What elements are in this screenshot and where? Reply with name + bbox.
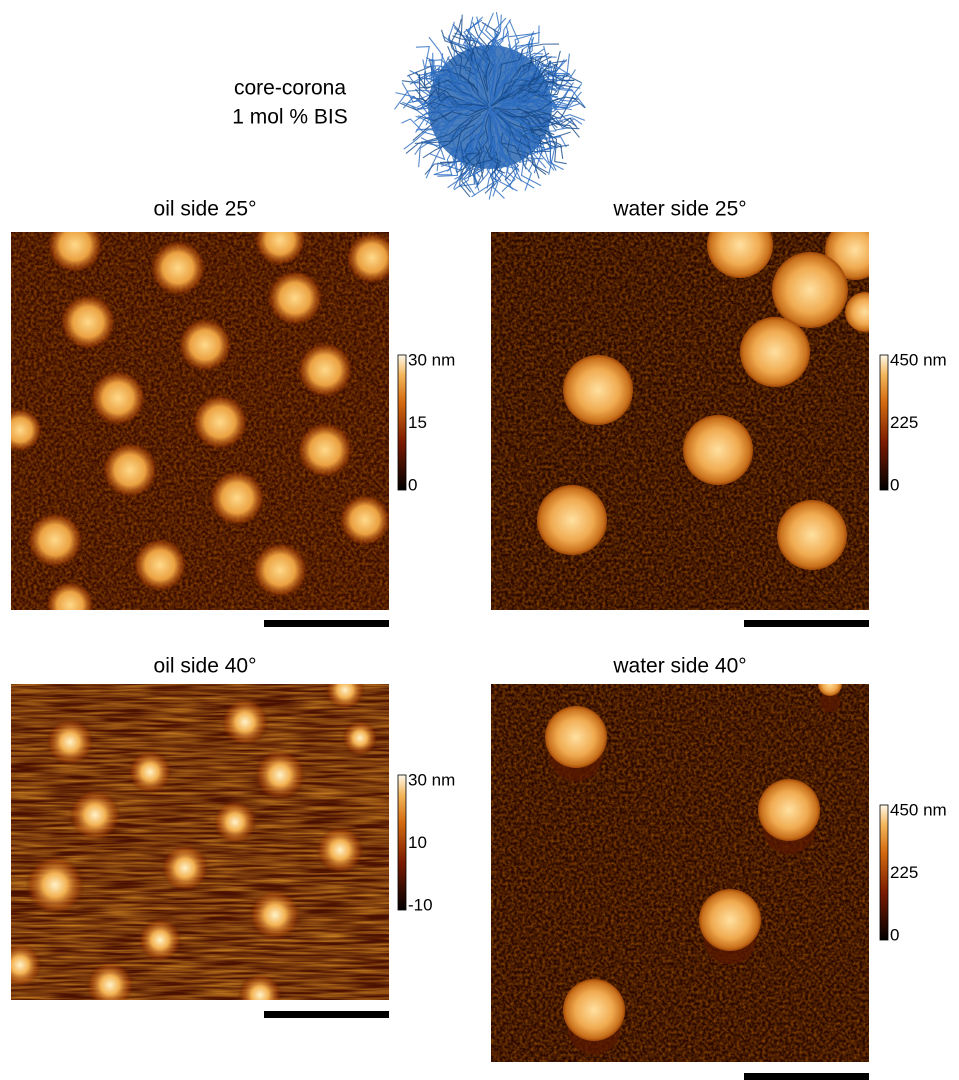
particle bbox=[252, 542, 308, 598]
afm-image bbox=[491, 212, 885, 610]
particle bbox=[213, 800, 257, 844]
particle bbox=[0, 943, 42, 987]
figure: core-corona 1 mol % BIS oil side 25° 30 n… bbox=[0, 0, 959, 1080]
scale-bar bbox=[264, 1011, 389, 1018]
particle bbox=[133, 538, 187, 592]
particle bbox=[707, 212, 773, 278]
particle bbox=[221, 698, 269, 746]
particle bbox=[772, 252, 848, 328]
colorbar-tick-label: 450 nm bbox=[890, 800, 947, 819]
particle bbox=[209, 470, 265, 526]
particle bbox=[161, 844, 209, 892]
particle bbox=[342, 720, 378, 756]
scale-bar bbox=[744, 620, 869, 627]
afm-image bbox=[0, 670, 389, 1017]
particle bbox=[27, 512, 83, 568]
particle bbox=[267, 270, 323, 326]
colorbar-tick-label: 10 bbox=[408, 833, 427, 852]
particle bbox=[254, 214, 306, 266]
particle bbox=[297, 422, 353, 478]
particle bbox=[818, 672, 842, 696]
colorbar-tick-label: 15 bbox=[408, 413, 427, 432]
particle bbox=[0, 408, 42, 452]
particle bbox=[346, 232, 398, 284]
particle bbox=[69, 789, 121, 841]
particle bbox=[537, 485, 607, 555]
microgel-illustration bbox=[395, 12, 586, 199]
particle bbox=[254, 749, 306, 801]
particle bbox=[178, 318, 232, 372]
panel-title: water side 40° bbox=[612, 655, 746, 678]
particle bbox=[699, 889, 761, 951]
afm-image bbox=[491, 672, 869, 1062]
particle bbox=[297, 342, 353, 398]
particle bbox=[339, 494, 391, 546]
page: {"header": {"label_lines": ["core-corona… bbox=[0, 0, 959, 1080]
particle bbox=[90, 370, 146, 426]
particle bbox=[683, 415, 753, 485]
scale-bar bbox=[744, 1073, 869, 1080]
particle bbox=[545, 706, 607, 768]
colorbar-tick-label: 30 nm bbox=[408, 350, 455, 369]
colorbar-tick-label: 0 bbox=[890, 925, 899, 944]
panel-title: oil side 25° bbox=[154, 198, 257, 221]
particle bbox=[325, 670, 365, 710]
particle bbox=[563, 979, 625, 1041]
scale-bar bbox=[264, 620, 389, 627]
particle bbox=[316, 826, 364, 874]
particle bbox=[845, 292, 885, 332]
colorbar-tick-label: 30 nm bbox=[408, 770, 455, 789]
particle bbox=[138, 918, 182, 962]
particle bbox=[60, 294, 116, 350]
particle bbox=[128, 750, 172, 794]
particle bbox=[150, 240, 206, 296]
colorbar-tick-label: 0 bbox=[408, 475, 417, 494]
afm-image bbox=[0, 214, 398, 629]
particle bbox=[86, 961, 134, 1009]
particle bbox=[238, 973, 282, 1017]
colorbar-tick-label: -10 bbox=[408, 895, 433, 914]
particle bbox=[102, 442, 158, 498]
colorbar-tick-label: 450 nm bbox=[890, 350, 947, 369]
particle bbox=[777, 500, 847, 570]
colorbar-tick-label: 225 bbox=[890, 863, 918, 882]
panel-title: oil side 40° bbox=[154, 655, 257, 678]
particle bbox=[47, 217, 103, 273]
panel-title: water side 25° bbox=[612, 198, 746, 221]
particle bbox=[249, 889, 301, 941]
header-line: core-corona bbox=[234, 77, 346, 100]
particle bbox=[740, 317, 810, 387]
particle bbox=[46, 718, 94, 766]
particle bbox=[192, 394, 248, 450]
colorbar bbox=[880, 805, 888, 940]
header-line: 1 mol % BIS bbox=[232, 106, 348, 129]
particle bbox=[758, 779, 820, 841]
colorbar bbox=[880, 355, 888, 490]
colorbar bbox=[398, 355, 406, 490]
colorbar bbox=[398, 775, 406, 910]
particle bbox=[46, 581, 94, 629]
particle bbox=[25, 855, 85, 915]
particle bbox=[563, 355, 633, 425]
colorbar-tick-label: 0 bbox=[890, 475, 899, 494]
colorbar-tick-label: 225 bbox=[890, 413, 918, 432]
